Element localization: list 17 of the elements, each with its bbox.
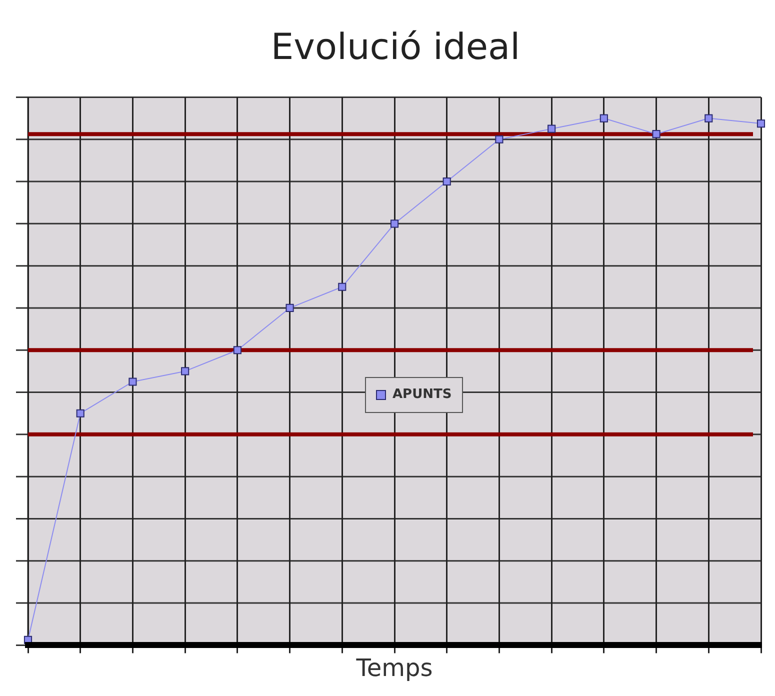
x-axis-title: Temps xyxy=(355,654,433,682)
point xyxy=(442,177,451,186)
point xyxy=(600,114,608,122)
point xyxy=(495,135,504,144)
point xyxy=(233,346,242,354)
chart-title: Evolució ideal xyxy=(270,26,520,68)
point xyxy=(704,114,713,122)
point xyxy=(548,124,556,133)
point xyxy=(756,120,766,128)
point xyxy=(76,409,84,418)
point xyxy=(652,130,660,138)
point xyxy=(181,367,190,376)
point xyxy=(338,282,346,291)
point xyxy=(286,304,294,312)
legend-label: APUNTS xyxy=(392,386,452,404)
point xyxy=(390,220,399,228)
point xyxy=(128,378,137,386)
